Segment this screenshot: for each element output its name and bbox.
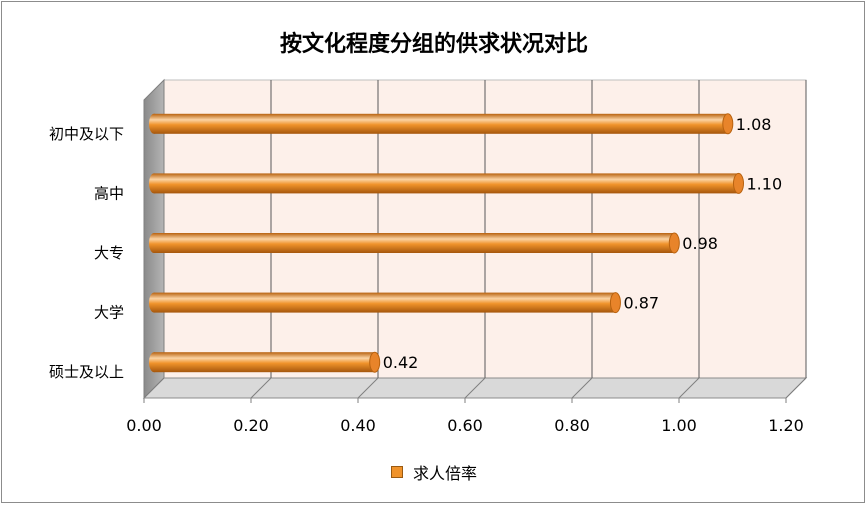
x-tick-label: 1.00 [661,416,697,435]
floor-gridline [678,377,700,399]
value-axis: 0.00 0.20 0.40 0.60 0.80 1.00 1.20 [126,416,804,435]
bar-end-cap [609,292,621,314]
floor-gridline [250,377,272,399]
bar-end-cap [668,232,680,254]
data-label: 0.98 [682,234,718,253]
x-tick-label: 0.20 [233,416,269,435]
data-label: 1.08 [736,115,772,134]
x-tick-label: 0.60 [447,416,483,435]
bar-start-cap [149,233,159,253]
bar-end-cap [369,351,381,373]
bar [154,113,728,134]
bar-start-cap [149,113,159,134]
category-label: 大学 [94,304,124,322]
floor-gridline [571,377,593,399]
bar-start-cap [149,352,159,373]
legend-swatch [390,466,403,478]
bar [154,233,675,253]
data-label: 1.10 [747,174,783,193]
bar-start-cap [149,292,159,313]
bar-start-cap [149,173,159,194]
bar [154,292,616,313]
floor-gridline [785,377,807,399]
category-label: 高中 [94,184,124,202]
x-tick-label: 0.80 [554,416,590,435]
floor-gridline [464,377,486,399]
data-labels: 1.08 1.10 0.98 0.87 0.42 [383,115,782,372]
x-tick-label: 0.40 [340,416,376,435]
data-label: 0.42 [383,353,419,372]
chart-title: 按文化程度分组的供求状况对比 [279,32,588,57]
category-label: 硕士及以上 [49,363,124,381]
legend-label: 求人倍率 [413,464,478,483]
x-tick-label: 0.00 [126,416,162,435]
category-label: 初中及以下 [49,125,124,143]
bar [154,173,739,194]
floor-gridline [357,377,379,399]
data-label: 0.87 [623,294,659,313]
bar [154,352,375,373]
floor-gridline [143,377,165,399]
bar-end-cap [733,172,744,194]
legend: 求人倍率 [0,460,868,484]
bars-group [149,113,744,373]
x-tick-label: 1.20 [768,416,804,435]
category-label: 大专 [94,244,124,262]
bar-end-cap [722,113,734,135]
